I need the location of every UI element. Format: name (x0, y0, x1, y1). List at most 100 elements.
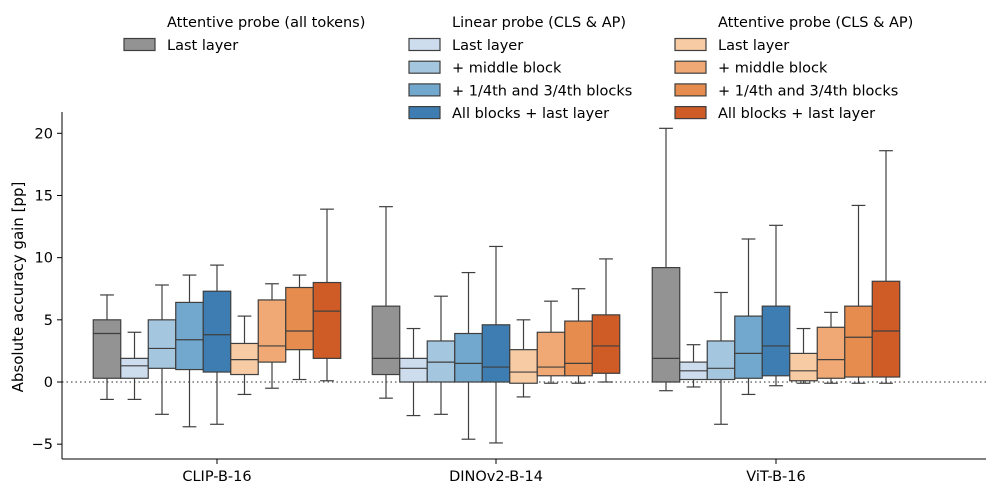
box-DINOv2-B-14-5 (509, 319, 538, 398)
box-ViT-B-16-1 (679, 344, 708, 388)
legend-group-1: Linear probe (CLS & AP) Last layer + middl… (408, 15, 632, 122)
series-6 (257, 283, 846, 389)
box-body (564, 320, 593, 377)
box-ViT-B-16-6 (816, 311, 846, 384)
axes: −5 0 5 10 15 20 CLIP-B-16 DINOv2-B-14 ViT-B-16 (32, 112, 986, 485)
y-tick-label: −5 (32, 437, 53, 453)
box-body (789, 352, 818, 382)
box-body (175, 301, 204, 371)
box-body (257, 299, 287, 363)
legend-label: Last layer (452, 38, 523, 54)
plot-area: −5 0 5 10 15 20 CLIP-B-16 DINOv2-B-14 ViT-B-16 (32, 112, 986, 485)
box-body (426, 340, 456, 383)
box-body (120, 357, 149, 379)
series-1 (120, 327, 708, 417)
box-DINOv2-B-14-8 (591, 258, 621, 383)
box-ViT-B-16-4 (761, 224, 791, 387)
box-body (734, 315, 763, 379)
box-CLIP-B-16-7 (285, 274, 314, 381)
x-tick-label: DINOv2-B-14 (449, 469, 543, 485)
box-DINOv2-B-14-0 (371, 206, 401, 399)
series-0 (92, 127, 681, 401)
series-4 (202, 224, 791, 444)
box-body (509, 349, 538, 384)
box-CLIP-B-16-2 (147, 284, 177, 415)
x-tick-label: CLIP-B-16 (182, 469, 251, 485)
legend-label: Last layer (167, 38, 238, 54)
y-tick-label: 0 (44, 375, 53, 391)
box-body (651, 266, 681, 383)
box-body (92, 319, 122, 379)
series-7 (285, 204, 873, 384)
legend: Attentive probe (all tokens)Last layerLi… (123, 15, 913, 122)
box-body (871, 280, 901, 378)
x-tick-label: ViT-B-16 (746, 469, 806, 485)
box-body (536, 331, 566, 377)
legend-swatch (674, 60, 707, 74)
y-tick-label: 20 (35, 126, 53, 142)
box-body (481, 324, 511, 383)
box-body (706, 340, 736, 381)
series-5 (230, 315, 818, 398)
box-CLIP-B-16-1 (120, 331, 149, 401)
box-ViT-B-16-7 (844, 204, 873, 384)
box-CLIP-B-16-3 (175, 274, 204, 428)
legend-title: Attentive probe (CLS & AP) (718, 15, 913, 31)
y-axis-label: Absolute accuracy gain [pp] (9, 182, 27, 393)
legend-swatch (123, 37, 156, 52)
legend-label: + middle block (452, 61, 562, 77)
box-series (92, 127, 901, 444)
box-ViT-B-16-5 (789, 327, 818, 384)
box-ViT-B-16-8 (871, 150, 901, 384)
legend-label: All blocks + last layer (718, 106, 875, 122)
legend-swatch (408, 105, 441, 120)
box-ViT-B-16-3 (734, 238, 763, 396)
legend-label: + middle block (718, 61, 828, 77)
box-CLIP-B-16-8 (312, 208, 342, 382)
box-body (285, 286, 314, 351)
legend-label: + 1/4th and 3/4th blocks (718, 83, 898, 99)
box-body (202, 290, 232, 373)
box-body (844, 305, 873, 378)
box-DINOv2-B-14-2 (426, 295, 456, 415)
y-tick-label: 10 (35, 251, 53, 267)
series-8 (312, 150, 901, 384)
legend-group-0: Attentive probe (all tokens) Last layer (123, 15, 365, 54)
box-body (816, 326, 846, 379)
box-DINOv2-B-14-6 (536, 300, 566, 384)
legend-swatch (408, 60, 441, 74)
legend-swatch (408, 37, 441, 52)
legend-swatch (674, 37, 707, 52)
legend-title: Linear probe (CLS & AP) (452, 15, 626, 31)
legend-swatch (408, 83, 441, 97)
box-body (230, 342, 259, 376)
box-CLIP-B-16-6 (257, 283, 287, 389)
box-CLIP-B-16-0 (92, 294, 122, 401)
y-tick-label: 15 (35, 188, 53, 204)
box-body (371, 305, 401, 376)
box-body (591, 314, 621, 374)
box-CLIP-B-16-5 (230, 315, 259, 396)
box-body (147, 319, 177, 369)
y-tick-label: 5 (44, 313, 53, 329)
box-body (399, 357, 428, 383)
legend-swatch (674, 83, 707, 97)
legend-label: Last layer (718, 38, 789, 54)
legend-swatch (674, 105, 707, 120)
legend-label: + 1/4th and 3/4th blocks (452, 83, 632, 99)
box-body (312, 281, 342, 359)
box-body (761, 305, 791, 377)
series-3 (175, 238, 763, 440)
box-DINOv2-B-14-4 (481, 245, 511, 444)
box-CLIP-B-16-4 (202, 264, 232, 425)
box-DINOv2-B-14-1 (399, 327, 428, 417)
box-DINOv2-B-14-3 (454, 271, 483, 440)
box-DINOv2-B-14-7 (564, 288, 593, 384)
box-ViT-B-16-0 (651, 127, 681, 392)
box-body (454, 332, 483, 383)
legend-group-2: Attentive probe (CLS & AP) Last layer + mi… (674, 15, 913, 122)
legend-label: All blocks + last layer (452, 106, 609, 122)
box-ViT-B-16-2 (706, 291, 736, 425)
legend-title: Attentive probe (all tokens) (167, 15, 365, 31)
